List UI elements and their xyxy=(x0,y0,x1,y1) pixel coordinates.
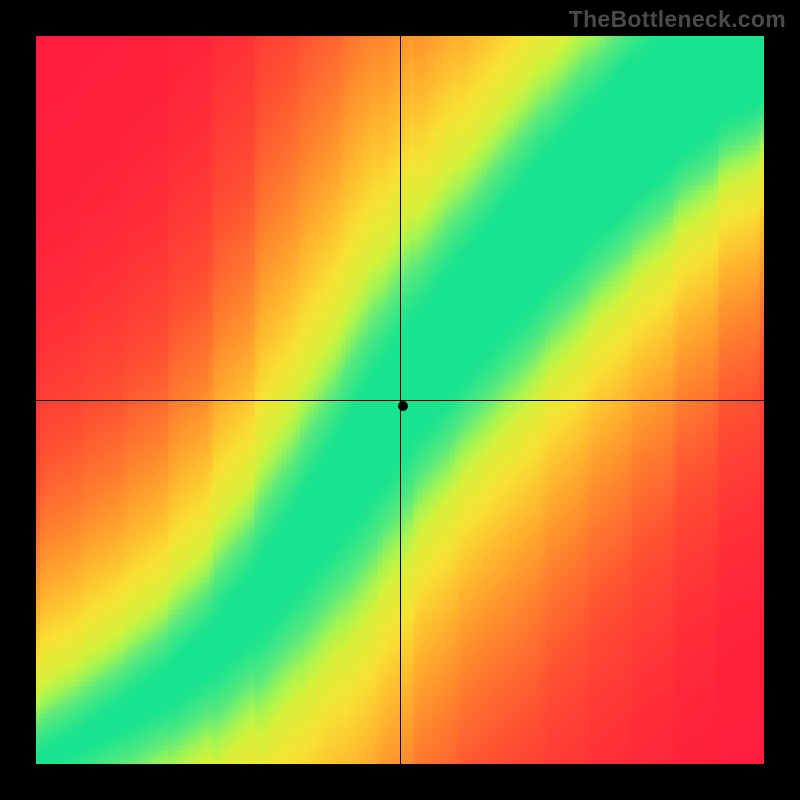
heatmap-plot xyxy=(36,36,764,764)
crosshair-marker xyxy=(398,401,408,411)
watermark: TheBottleneck.com xyxy=(569,6,786,33)
